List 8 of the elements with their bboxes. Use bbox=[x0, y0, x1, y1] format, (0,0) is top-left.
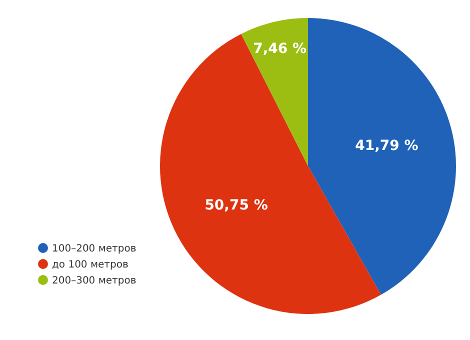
data-label: 7,46 % bbox=[253, 40, 307, 57]
legend-label: 100–200 метров bbox=[52, 244, 136, 254]
data-label: 41,79 % bbox=[355, 138, 418, 154]
legend-label: до 100 метров bbox=[52, 260, 128, 270]
data-label: 50,75 % bbox=[204, 197, 268, 214]
pie-slice bbox=[241, 18, 308, 166]
legend-label: 200–300 метров bbox=[52, 276, 136, 286]
pie-slice bbox=[308, 18, 456, 295]
